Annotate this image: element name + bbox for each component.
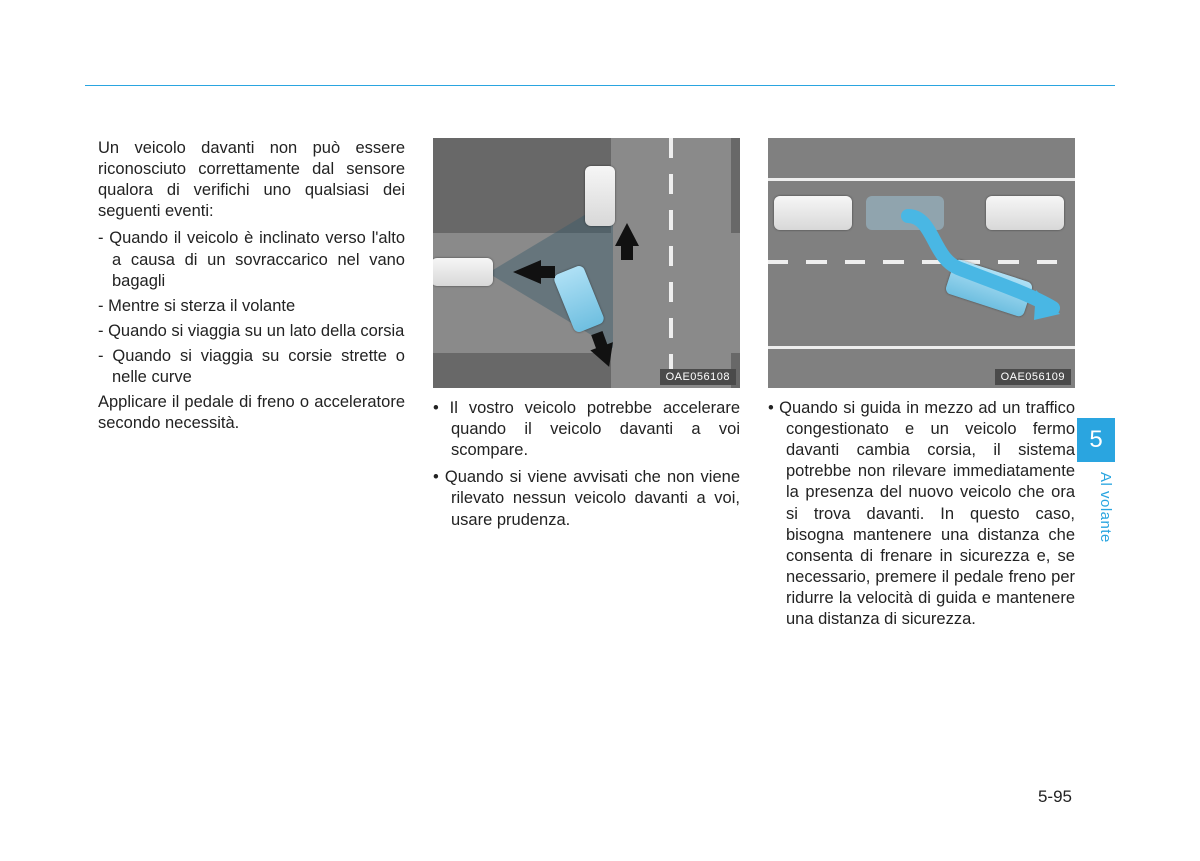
chapter-title: Al volante [1097,472,1114,543]
page-number: 5-95 [1038,787,1072,807]
figure-code-label: OAE056108 [660,369,736,385]
bullet-item: • Quando si guida in mezzo ad un traffic… [768,398,1075,630]
list-item: - Quando si viaggia su corsie strette o … [98,346,405,388]
page-content: Un veicolo davanti non può essere ricono… [98,138,1075,636]
header-rule [85,85,1115,86]
chapter-number: 5 [1089,426,1102,454]
swerve-arrow-icon [768,138,1075,388]
chapter-tab: 5 [1077,418,1115,462]
column-left: Un veicolo davanti non può essere ricono… [98,138,405,636]
figure-intersection: OAE056108 [433,138,740,388]
list-item: - Mentre si sterza il volante [98,296,405,317]
condition-list: - Quando il veicolo è inclinato verso l'… [98,228,405,388]
list-item: - Quando il veicolo è inclinato verso l'… [98,228,405,291]
bullet-item: • Il vostro veicolo potrebbe accelerare … [433,398,740,461]
column-middle: OAE056108 • Il vostro veicolo potrebbe a… [433,138,740,636]
bullet-item: • Quando si viene avvisati che non viene… [433,467,740,530]
list-item: - Quando si viaggia su un lato della cor… [98,321,405,342]
column-right: OAE056109 • Quando si guida in mezzo ad … [768,138,1075,636]
figure-lane-change: OAE056109 [768,138,1075,388]
figure-code-label: OAE056109 [995,369,1071,385]
direction-arrows-icon [433,138,740,388]
closing-paragraph: Applicare il pedale di freno o accelerat… [98,392,405,434]
intro-paragraph: Un veicolo davanti non può essere ricono… [98,138,405,222]
